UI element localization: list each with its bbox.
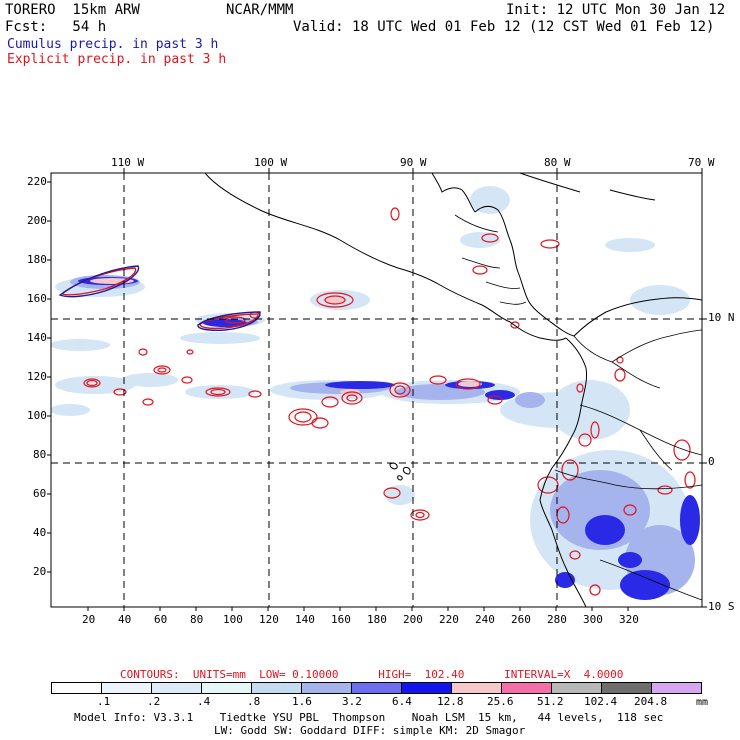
x-tick: 160: [331, 613, 351, 626]
colorbar-swatch: [502, 683, 552, 693]
colorbar-label: .4: [197, 695, 211, 708]
x-tick: 100: [223, 613, 243, 626]
lat-label-10s: 10 S: [708, 600, 735, 613]
colorbar-label: 25.6: [487, 695, 514, 708]
colorbar-swatch: [152, 683, 202, 693]
cumulus-precip-outlines: [58, 265, 261, 331]
forecast-hour: Fcst: 54 h: [5, 19, 107, 35]
x-tick: 200: [403, 613, 423, 626]
explicit-legend-label: Explicit precip. in past 3 h: [7, 52, 227, 67]
lat-label-0: 0: [708, 455, 715, 468]
colorbar-swatch: [452, 683, 502, 693]
x-tick: 320: [619, 613, 639, 626]
x-tick: 180: [367, 613, 387, 626]
contours-info: CONTOURS: UNITS=mm LOW= 0.10000 HIGH= 10…: [120, 668, 624, 681]
x-tick: 220: [439, 613, 459, 626]
colorbar-label: .2: [147, 695, 161, 708]
x-tick: 300: [583, 613, 603, 626]
lon-label-90w: 90 W: [400, 156, 427, 169]
graticule: [51, 173, 702, 607]
x-tick: 140: [295, 613, 315, 626]
colorbar-swatch: [602, 683, 652, 693]
coastlines: [204, 173, 702, 607]
y-tick: 80: [33, 448, 47, 461]
y-tick: 100: [27, 409, 47, 422]
init-time: Init: 12 UTC Mon 30 Jan 12: [506, 2, 726, 18]
lon-label-80w: 80 W: [544, 156, 571, 169]
country-borders: [454, 214, 702, 601]
colorbar-swatch: [352, 683, 402, 693]
colorbar-label: 102.4: [584, 695, 618, 708]
x-tick: 40: [118, 613, 132, 626]
organization-label: NCAR/MMM: [226, 2, 294, 18]
colorbar-label: 3.2: [342, 695, 362, 708]
lon-label-110w: 110 W: [111, 156, 145, 169]
y-tick: 220: [27, 175, 47, 188]
lat-label-10n: 10 N: [708, 311, 735, 324]
colorbar-label: 12.8: [437, 695, 464, 708]
lon-label-70w: 70 W: [688, 156, 715, 169]
physics-info: LW: Godd SW: Goddard DIFF: simple KM: 2D…: [214, 724, 526, 737]
colorbar-swatch: [252, 683, 302, 693]
y-tick: 120: [27, 370, 47, 383]
intense-precip-shading: [90, 278, 482, 395]
colorbar-swatch: [402, 683, 452, 693]
tick-marks: [47, 168, 707, 611]
colorbar-swatch: [102, 683, 152, 693]
colorbar-swatch: [52, 683, 102, 693]
x-tick: 260: [511, 613, 531, 626]
valid-time: Valid: 18 UTC Wed 01 Feb 12 (12 CST Wed …: [293, 19, 715, 35]
cumulus-legend-label: Cumulus precip. in past 3 h: [7, 37, 219, 52]
colorbar-swatch: [552, 683, 602, 693]
explicit-precip-contours: [83, 207, 696, 596]
x-tick: 20: [82, 613, 96, 626]
colorbar-label: 1.6: [292, 695, 312, 708]
lon-label-100w: 100 W: [254, 156, 288, 169]
colorbar-label: 204.8: [634, 695, 668, 708]
colorbar-unit: mm: [696, 697, 709, 708]
precip-fields: [51, 186, 700, 600]
y-tick: 20: [33, 565, 47, 578]
y-tick: 140: [27, 331, 47, 344]
colorbar-swatch: [202, 683, 252, 693]
x-tick: 80: [190, 613, 204, 626]
heavy-precip-shading: [78, 277, 700, 600]
y-tick: 200: [27, 214, 47, 227]
model-info: Model Info: V3.3.1 Tiedtke YSU PBL Thomp…: [74, 711, 664, 724]
x-tick: 240: [475, 613, 495, 626]
x-tick: 280: [547, 613, 567, 626]
colorbar-label: .8: [247, 695, 261, 708]
y-tick: 180: [27, 253, 47, 266]
colorbar-label: .1: [97, 695, 111, 708]
y-tick: 60: [33, 487, 47, 500]
colorbar-swatch: [652, 683, 701, 693]
y-tick: 40: [33, 526, 47, 539]
x-tick: 120: [259, 613, 279, 626]
y-tick: 160: [27, 292, 47, 305]
colorbar-label: 6.4: [392, 695, 412, 708]
colorbar: [51, 682, 702, 694]
colorbar-label: 51.2: [537, 695, 564, 708]
model-title: TORERO 15km ARW: [5, 2, 140, 18]
x-tick: 60: [154, 613, 168, 626]
colorbar-swatch: [302, 683, 352, 693]
